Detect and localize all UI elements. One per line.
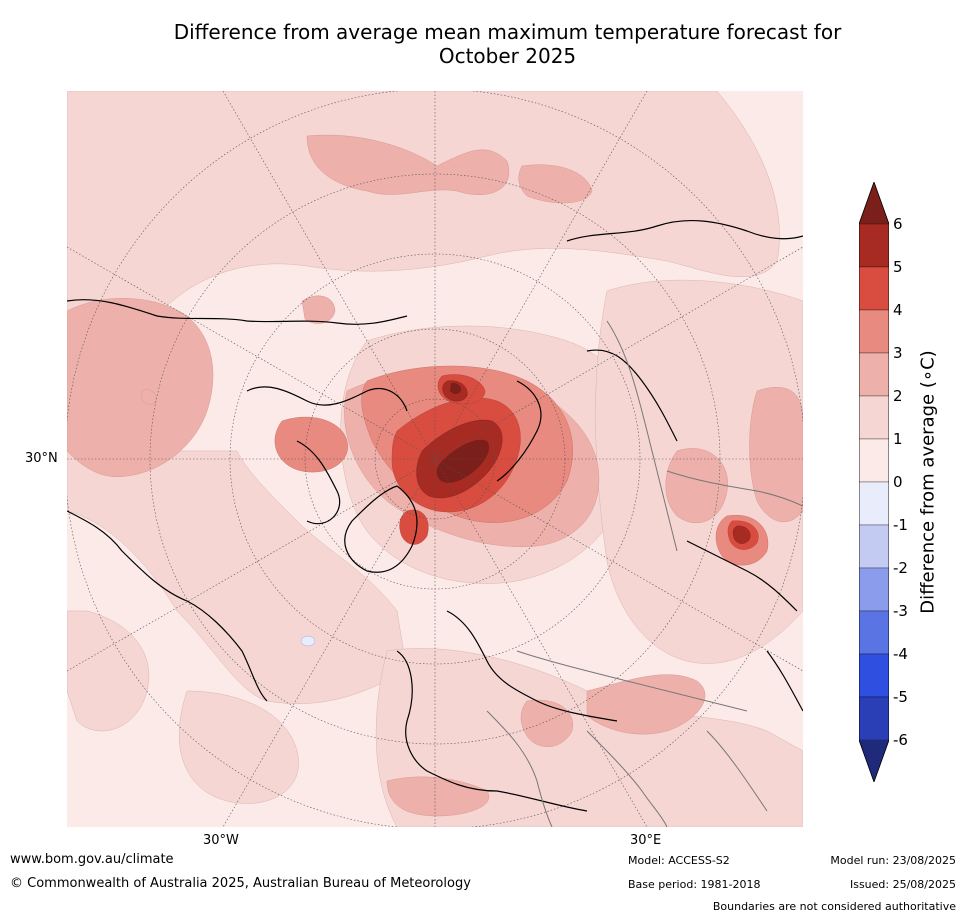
colorbar-extend-bottom xyxy=(859,740,889,782)
longitude-label-30w: 30°W xyxy=(203,833,239,848)
colorbar xyxy=(859,182,889,782)
political-boundaries xyxy=(486,320,803,827)
colorbar-tick-label: 1 xyxy=(893,430,903,448)
colorbar-segment xyxy=(859,352,889,397)
colorbar-tick-label: -1 xyxy=(893,516,908,534)
footer-model-run: Model run: 23/08/2025 xyxy=(830,854,956,867)
anomaly-layer-above-6 xyxy=(436,382,490,483)
footer-disclaimer: Boundaries are not considered authoritat… xyxy=(712,900,956,913)
colorbar-segment xyxy=(859,696,889,741)
footer-website: www.bom.gov.au/climate xyxy=(10,852,174,867)
colorbar-segment xyxy=(859,653,889,698)
colorbar-tick-label: -4 xyxy=(893,645,908,663)
footer-model: Model: ACCESS-S2 xyxy=(628,854,730,867)
colorbar-tick-label: 6 xyxy=(893,215,903,233)
colorbar-segment xyxy=(859,266,889,311)
page-title: Difference from average mean maximum tem… xyxy=(60,20,955,68)
colorbar-tick-label: 3 xyxy=(893,344,903,362)
colorbar-segments xyxy=(859,223,889,741)
colorbar-tick-label: -3 xyxy=(893,602,908,620)
polar-map xyxy=(67,91,803,827)
colorbar-extend-top xyxy=(859,182,889,224)
colorbar-segment xyxy=(859,309,889,354)
colorbar-label: Difference from average (∘C) xyxy=(917,350,939,614)
cool-anomaly-patch xyxy=(300,635,316,647)
footer-copyright: © Commonwealth of Australia 2025, Austra… xyxy=(10,876,471,891)
latitude-label-30n: 30°N xyxy=(25,451,58,466)
footer-base-period: Base period: 1981-2018 xyxy=(628,878,761,891)
coastlines xyxy=(67,219,803,812)
title-line-1: Difference from average mean maximum tem… xyxy=(173,20,842,44)
colorbar-tick-label: 0 xyxy=(893,473,903,491)
colorbar-segment xyxy=(859,438,889,483)
colorbar-tick-label: 2 xyxy=(893,387,903,405)
colorbar-tick-label: -5 xyxy=(893,688,908,706)
colorbar-tick-label: 5 xyxy=(893,258,903,276)
longitude-label-30e: 30°E xyxy=(630,833,662,848)
title-line-2: October 2025 xyxy=(438,44,577,68)
colorbar-segment xyxy=(859,524,889,569)
colorbar-segment xyxy=(859,481,889,526)
colorbar-segment xyxy=(859,395,889,440)
map-canvas xyxy=(67,91,803,827)
colorbar-tick-label: -2 xyxy=(893,559,908,577)
colorbar-segment xyxy=(859,610,889,655)
colorbar-tick-label: -6 xyxy=(893,731,908,749)
colorbar-segment xyxy=(859,567,889,612)
graticule xyxy=(67,91,803,827)
colorbar-segment xyxy=(859,223,889,268)
colorbar-tick-label: 4 xyxy=(893,301,903,319)
anomaly-layer-1-2 xyxy=(67,91,803,827)
footer-issued: Issued: 25/08/2025 xyxy=(849,878,956,891)
